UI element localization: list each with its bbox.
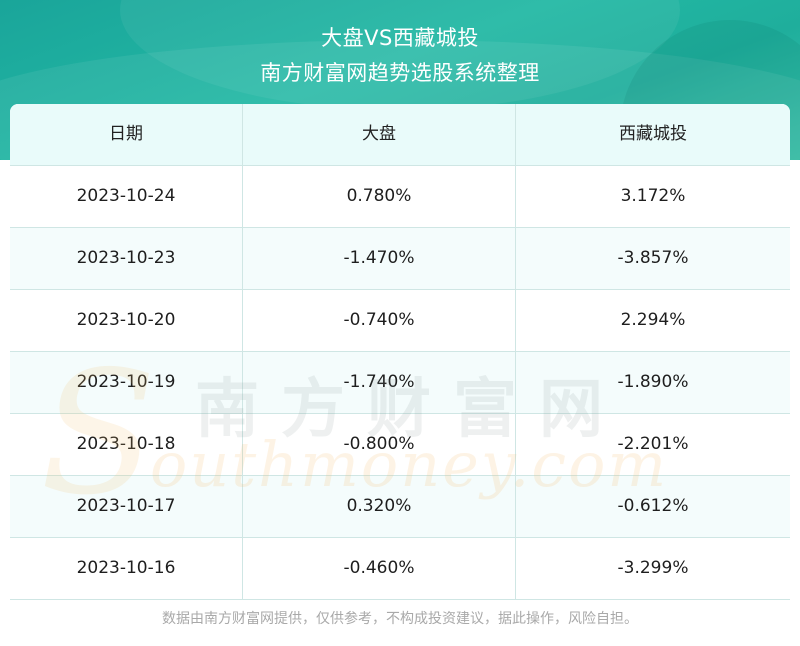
- table-row: 2023-10-18 -0.800% -2.201%: [10, 414, 790, 476]
- market-change-cell: 0.320%: [243, 476, 516, 537]
- date-cell: 2023-10-19: [10, 352, 243, 413]
- stock-change-cell: -3.857%: [617, 248, 689, 268]
- comparison-table: 日期 大盘 西藏城投 2023-10-24 0.780% 3.172% 2023-10…: [10, 104, 790, 601]
- table-row: 2023-10-19 -1.740% -1.890%: [10, 352, 790, 414]
- footer-disclaimer: 数据由南方财富网提供，仅供参考，不构成投资建议，据此操作，风险自担。: [162, 611, 638, 627]
- market-change-cell: -0.460%: [243, 538, 516, 599]
- date-cell: 2023-10-20: [10, 290, 243, 351]
- column-header-market: 大盘: [243, 104, 516, 165]
- stock-change-cell: 3.172%: [620, 186, 686, 206]
- date-cell: 2023-10-24: [10, 166, 243, 227]
- date-cell: 2023-10-23: [10, 228, 243, 289]
- page-subtitle: 南方财富网趋势选股系统整理: [260, 61, 540, 85]
- table-row: 2023-10-17 0.320% -0.612%: [10, 476, 790, 538]
- table-row: 2023-10-16 -0.460% -3.299%: [10, 538, 790, 600]
- table-header-row: 日期 大盘 西藏城投: [10, 104, 790, 166]
- table-row: 2023-10-24 0.780% 3.172%: [10, 166, 790, 228]
- column-header-stock: 西藏城投: [619, 124, 687, 144]
- table-row: 2023-10-20 -0.740% 2.294%: [10, 290, 790, 352]
- table-row: 2023-10-23 -1.470% -3.857%: [10, 228, 790, 290]
- page-title: 大盘VS西藏城投: [321, 26, 479, 50]
- header-banner: 大盘VS西藏城投 南方财富网趋势选股系统整理: [0, 0, 800, 160]
- market-change-cell: -0.800%: [243, 414, 516, 475]
- column-header-date: 日期: [10, 104, 243, 165]
- market-change-cell: 0.780%: [243, 166, 516, 227]
- date-cell: 2023-10-17: [10, 476, 243, 537]
- stock-change-cell: -2.201%: [617, 434, 689, 454]
- stock-change-cell: -1.890%: [617, 372, 689, 392]
- market-change-cell: -1.470%: [243, 228, 516, 289]
- stock-change-cell: 2.294%: [620, 310, 686, 330]
- date-cell: 2023-10-18: [10, 414, 243, 475]
- stock-change-cell: -3.299%: [617, 558, 689, 578]
- date-cell: 2023-10-16: [10, 538, 243, 599]
- market-change-cell: -0.740%: [243, 290, 516, 351]
- stock-change-cell: -0.612%: [617, 496, 689, 516]
- market-change-cell: -1.740%: [243, 352, 516, 413]
